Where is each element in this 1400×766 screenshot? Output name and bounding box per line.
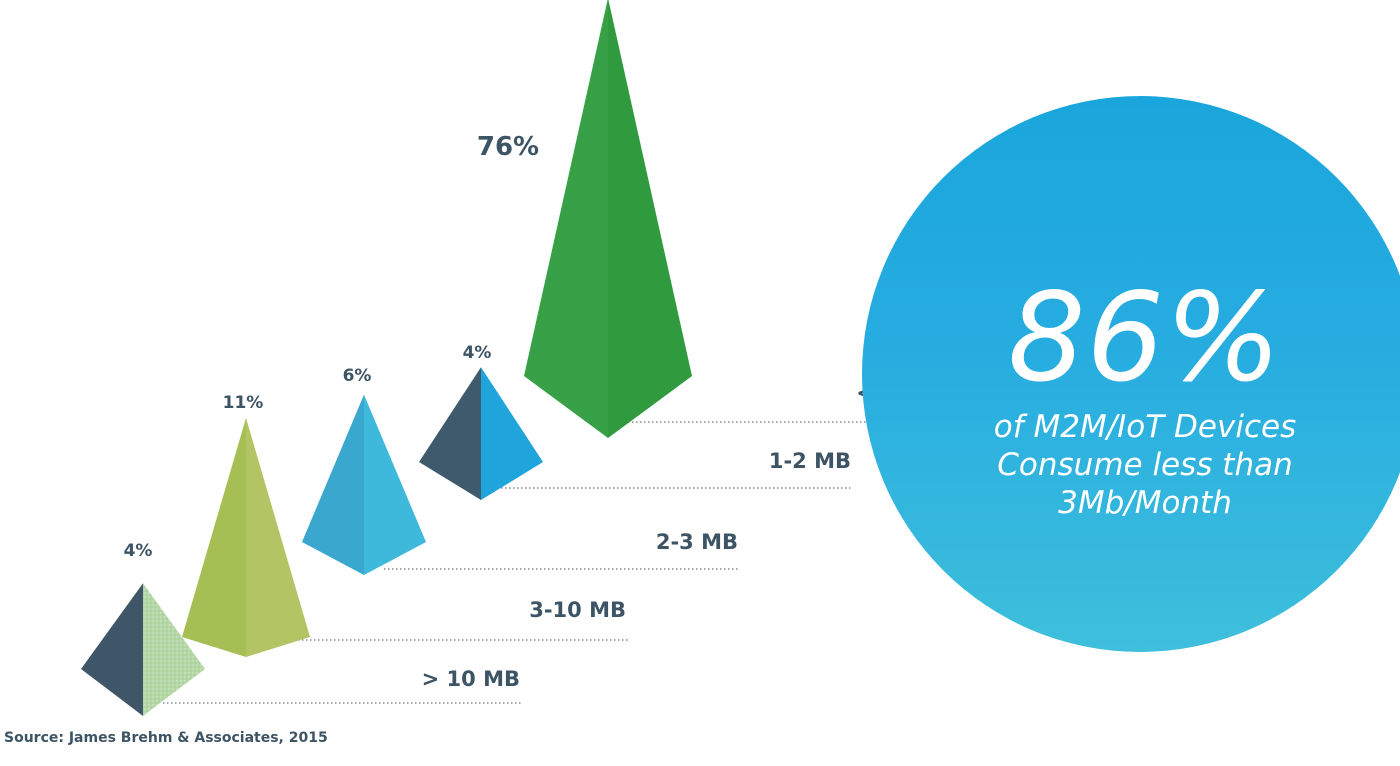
pyramid-left-face xyxy=(302,394,364,575)
value-label: 76% xyxy=(477,132,539,162)
pyramid-left-face xyxy=(81,583,143,716)
category-label: 3-10 MB xyxy=(529,598,626,622)
pyramid-right-face xyxy=(481,367,543,500)
pyramid-right-face xyxy=(364,394,426,575)
pyramid-right-face xyxy=(246,417,310,657)
pyramid-left-face xyxy=(419,367,481,500)
category-label: 2-3 MB xyxy=(656,530,738,554)
callout: 86% of M2M/IoT Devices Consume less than… xyxy=(955,268,1335,522)
value-label: 11% xyxy=(223,393,264,413)
highlight-circle xyxy=(862,96,1400,652)
value-label: 4% xyxy=(124,541,153,561)
callout-value: 86% xyxy=(1007,267,1283,409)
value-label: 6% xyxy=(343,366,372,386)
source-note: Source: James Brehm & Associates, 2015 xyxy=(4,730,328,746)
category-label: > 10 MB xyxy=(422,667,520,691)
value-label: 4% xyxy=(463,343,492,363)
callout-text: of M2M/IoT Devices Consume less than 3Mb… xyxy=(993,409,1297,521)
pyramid-right-face xyxy=(143,583,205,716)
pyramid-right-face xyxy=(608,0,692,438)
pyramid-left-face xyxy=(182,417,246,657)
category-label: 1-2 MB xyxy=(769,449,851,473)
pyramid-left-face xyxy=(524,0,608,438)
